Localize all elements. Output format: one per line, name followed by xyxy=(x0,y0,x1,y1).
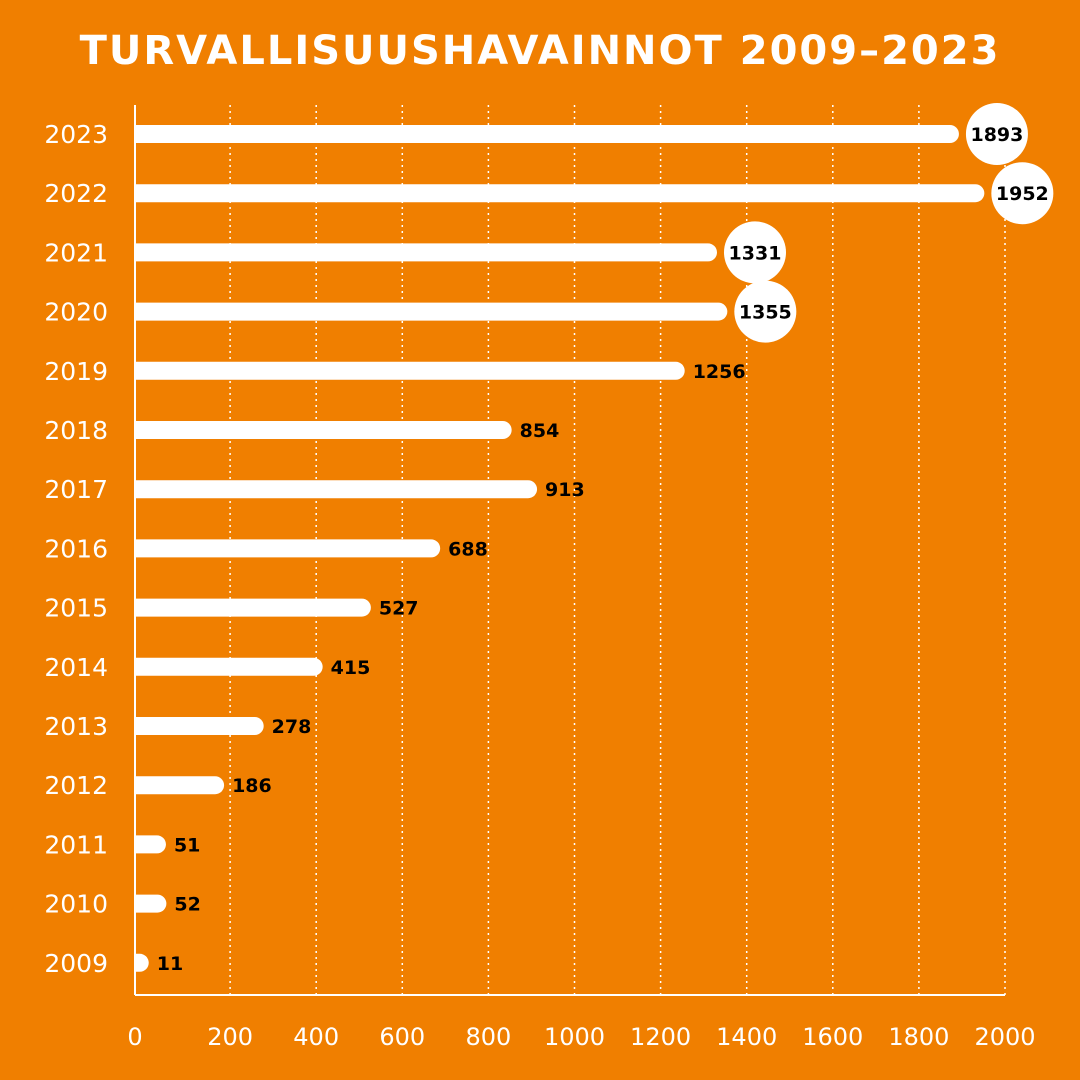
y-tick-label: 2023 xyxy=(44,120,108,149)
bar xyxy=(135,598,371,617)
y-tick-label: 2018 xyxy=(44,416,108,445)
y-tick-label: 2020 xyxy=(44,298,108,327)
x-tick-label: 1400 xyxy=(716,1023,777,1051)
y-tick-label: 2016 xyxy=(44,534,108,563)
bar xyxy=(135,717,264,735)
data-label: 1256 xyxy=(693,361,746,383)
y-tick-label: 2021 xyxy=(44,238,108,267)
x-tick-label: 600 xyxy=(379,1023,425,1051)
bar xyxy=(135,184,985,203)
y-tick-label: 2013 xyxy=(44,712,108,741)
y-tick-label: 2015 xyxy=(44,594,108,623)
data-label: 1355 xyxy=(739,302,792,324)
y-tick-label: 2009 xyxy=(44,949,108,978)
y-tick-label: 2012 xyxy=(44,771,108,800)
y-tick-label: 2011 xyxy=(44,830,108,859)
bar xyxy=(135,835,166,854)
data-label: 278 xyxy=(272,716,312,738)
data-label: 415 xyxy=(331,657,371,679)
y-tick-label: 2014 xyxy=(44,653,108,682)
data-label: 52 xyxy=(174,894,200,916)
x-tick-label: 400 xyxy=(293,1023,339,1051)
bar xyxy=(135,657,323,676)
bar xyxy=(135,776,225,795)
bar xyxy=(135,302,728,321)
y-tick-label: 2022 xyxy=(44,179,108,208)
bar xyxy=(135,125,959,143)
bar xyxy=(135,953,149,972)
value-circle xyxy=(991,162,1054,225)
value-circle xyxy=(965,103,1028,165)
data-label: 854 xyxy=(520,420,560,442)
data-label: 913 xyxy=(545,479,585,501)
y-tick-label: 2017 xyxy=(44,475,108,504)
data-label: 51 xyxy=(174,834,200,856)
x-tick-label: 800 xyxy=(465,1023,511,1051)
y-tick-label: 2019 xyxy=(44,357,108,386)
data-label: 688 xyxy=(448,538,488,560)
x-tick-label: 1800 xyxy=(888,1023,949,1051)
x-tick-label: 2000 xyxy=(974,1023,1035,1051)
x-tick-label: 0 xyxy=(127,1023,142,1051)
data-label: 1893 xyxy=(970,124,1023,146)
bar xyxy=(135,894,167,913)
x-tick-label: 1600 xyxy=(802,1023,863,1051)
value-circle xyxy=(734,280,797,343)
chart-title: TURVALLISUUSHAVAINNOT 2009–2023 xyxy=(79,28,1001,74)
x-tick-label: 1000 xyxy=(544,1023,605,1051)
x-tick-label: 200 xyxy=(207,1023,253,1051)
data-label: 1952 xyxy=(996,183,1049,205)
y-tick-label: 2010 xyxy=(44,890,108,919)
x-tick-label: 1200 xyxy=(630,1023,691,1051)
value-circle xyxy=(723,221,786,284)
bar xyxy=(135,421,512,439)
data-label: 1331 xyxy=(729,242,782,264)
bar xyxy=(135,361,685,380)
bar xyxy=(135,539,441,558)
data-label: 11 xyxy=(157,953,183,975)
data-label: 186 xyxy=(232,775,272,797)
data-label: 527 xyxy=(379,598,419,620)
bar xyxy=(135,480,538,499)
bar xyxy=(135,243,717,262)
